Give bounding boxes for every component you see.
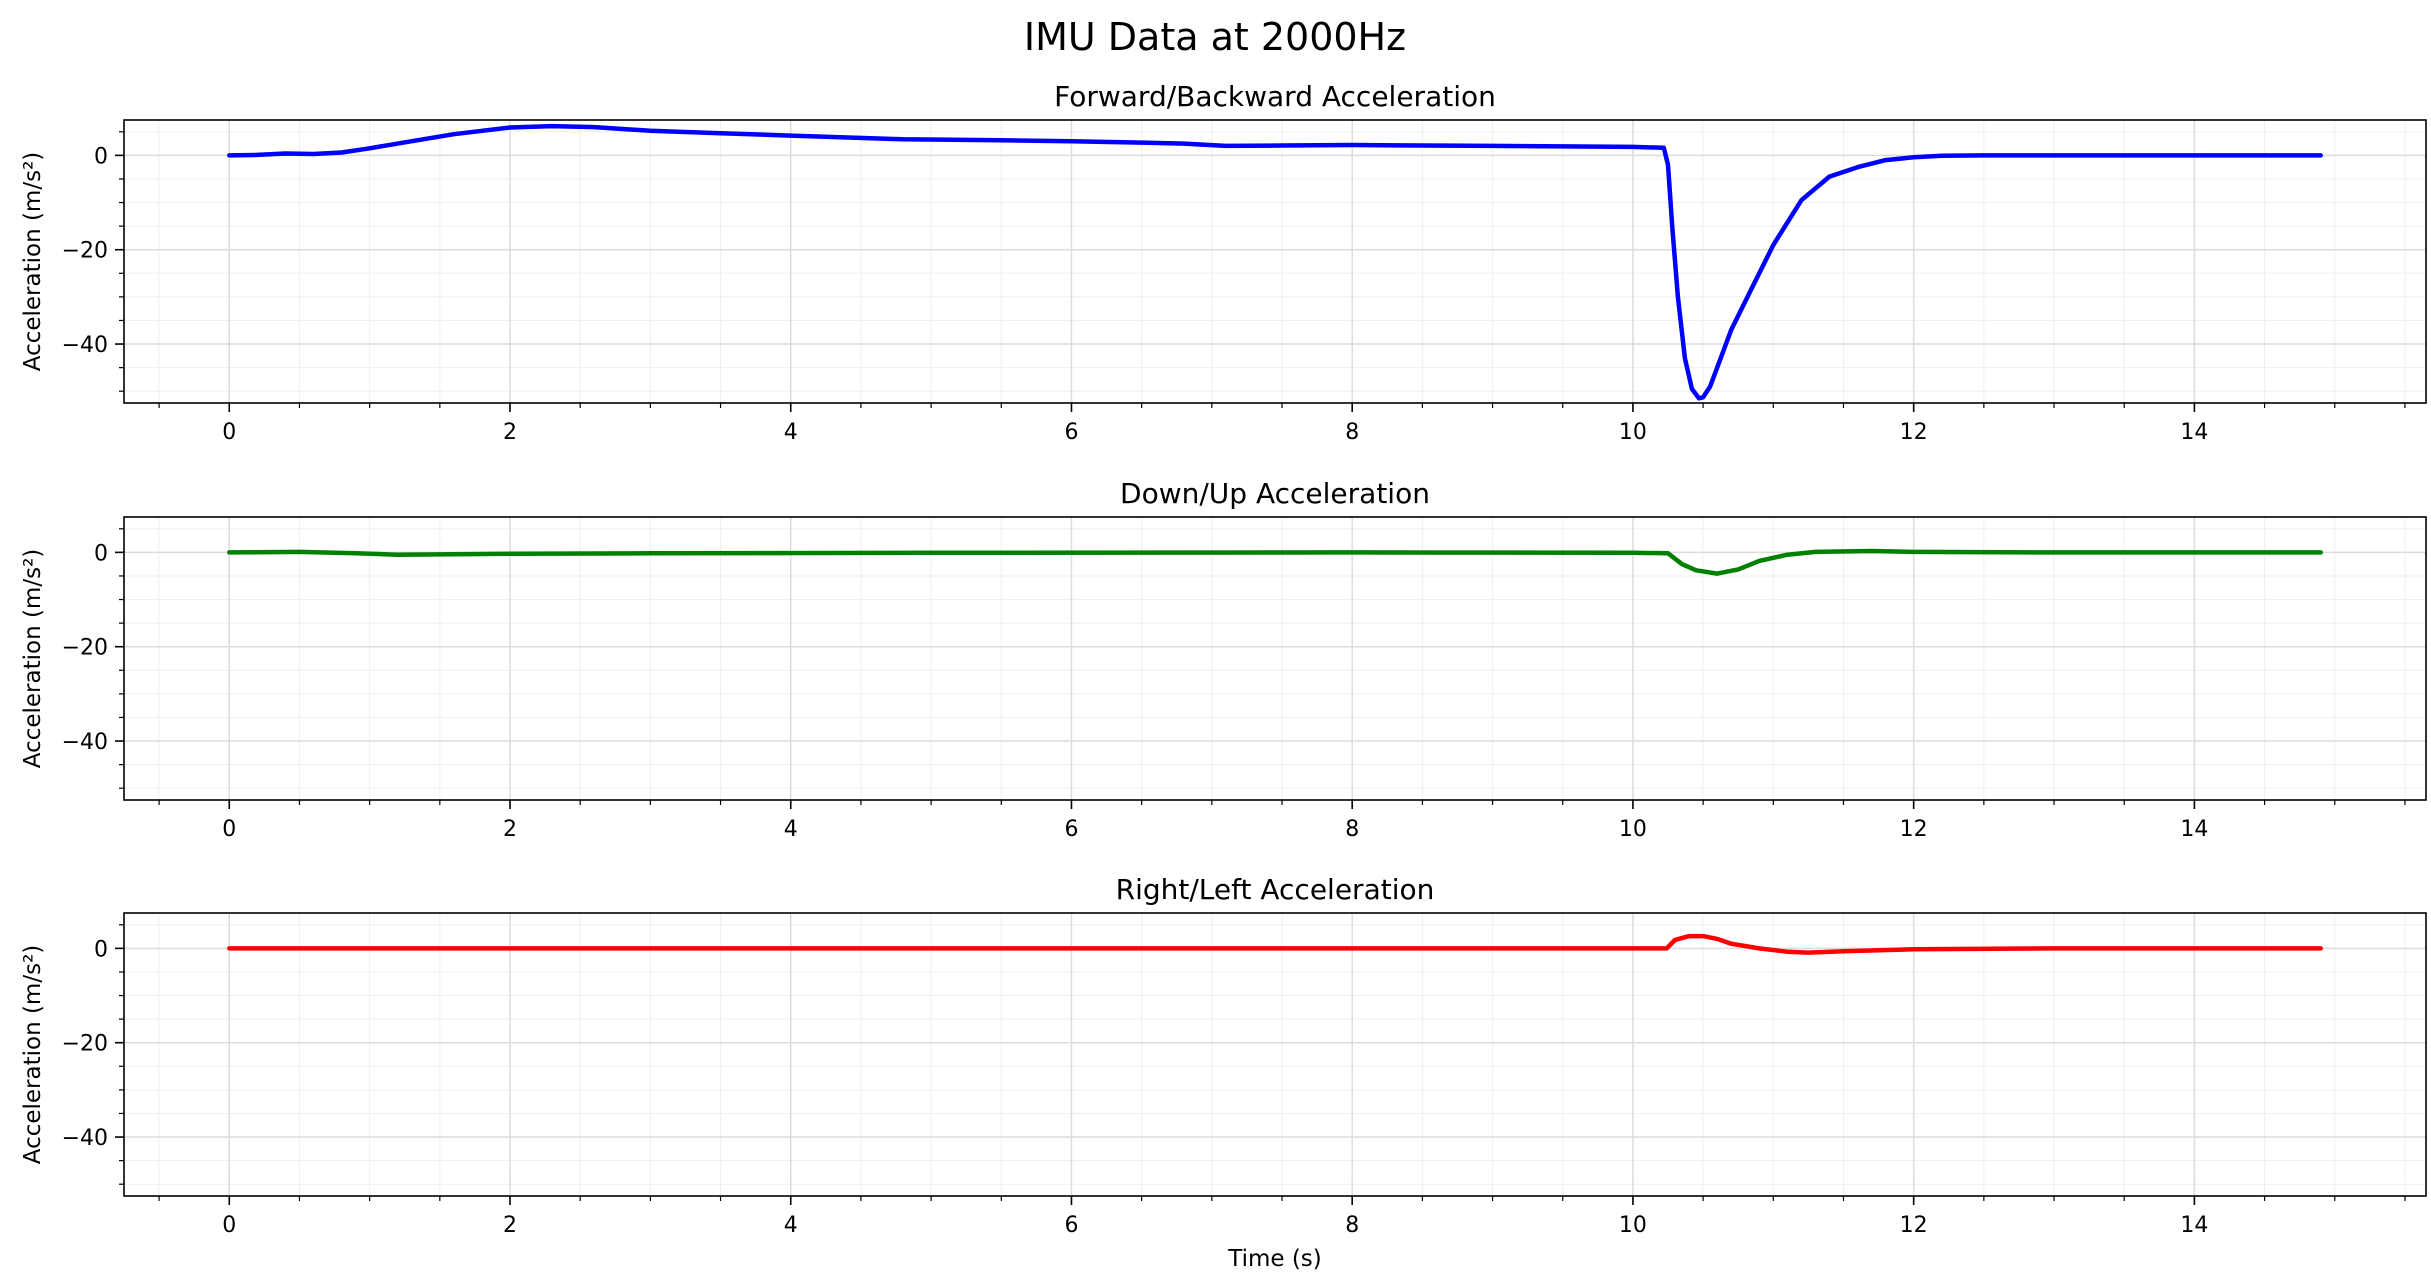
y-tick-label: 0 [94, 937, 108, 962]
y-tick-label: −40 [62, 1126, 108, 1151]
x-tick-label: 6 [1064, 1213, 1078, 1238]
series-line-3-1 [227, 933, 2323, 955]
figure-title: IMU Data at 2000Hz [1024, 15, 1406, 59]
y-tick-label: −20 [62, 1032, 108, 1057]
x-tick-label: 12 [1900, 1213, 1928, 1238]
series-line-1-1 [227, 123, 2323, 401]
x-tick-label: 14 [2180, 1213, 2208, 1238]
x-tick-label: 0 [222, 420, 236, 445]
x-tick-label: 4 [784, 1213, 798, 1238]
x-tick-label: 0 [222, 817, 236, 842]
subplot-title: Right/Left Acceleration [1116, 873, 1435, 906]
subplot-3: 0 2 4 6 8 10 12 14 0 −20 −40 Right/Left Acceleratio… [20, 873, 2427, 1272]
x-tick-label: 4 [784, 817, 798, 842]
x-tick-label: 10 [1619, 1213, 1647, 1238]
x-tick-label: 2 [503, 420, 517, 445]
axes-frame [123, 516, 2427, 801]
x-tick-label: 2 [503, 817, 517, 842]
y-tick-label: 0 [94, 541, 108, 566]
x-tick-label: 2 [503, 1213, 517, 1238]
y-tick-label: −40 [62, 333, 108, 358]
subplot-1: 0 2 4 6 8 10 12 14 0 −20 −40 Forward/Backward Accel… [20, 80, 2427, 445]
x-axis-label: Time (s) [1227, 1246, 1322, 1272]
series-line-2-1 [227, 548, 2323, 576]
y-axis-label: Acceleration (m/s²) [20, 152, 46, 372]
x-tick-label: 8 [1345, 1213, 1359, 1238]
axes-frame [123, 119, 2427, 404]
x-tick-label: 8 [1345, 817, 1359, 842]
y-tick-label: 0 [94, 144, 108, 169]
y-tick-label: −40 [62, 730, 108, 755]
subplot-2: 0 2 4 6 8 10 12 14 0 −20 −40 Down/Up Acceleration Ac… [20, 477, 2427, 842]
x-tick-label: 10 [1619, 817, 1647, 842]
y-axis-label: Acceleration (m/s²) [20, 945, 46, 1165]
x-tick-label: 6 [1064, 420, 1078, 445]
x-tick-label: 0 [222, 1213, 236, 1238]
x-tick-label: 12 [1900, 420, 1928, 445]
x-tick-label: 4 [784, 420, 798, 445]
x-tick-label: 10 [1619, 420, 1647, 445]
subplot-title: Forward/Backward Acceleration [1054, 80, 1496, 113]
axes-frame [123, 912, 2427, 1197]
y-tick-label: −20 [62, 636, 108, 661]
subplot-title: Down/Up Acceleration [1120, 477, 1430, 510]
y-tick-label: −20 [62, 239, 108, 264]
x-tick-label: 12 [1900, 817, 1928, 842]
x-tick-label: 6 [1064, 817, 1078, 842]
y-axis-label: Acceleration (m/s²) [20, 549, 46, 769]
x-tick-label: 14 [2180, 817, 2208, 842]
x-tick-label: 14 [2180, 420, 2208, 445]
x-tick-label: 8 [1345, 420, 1359, 445]
